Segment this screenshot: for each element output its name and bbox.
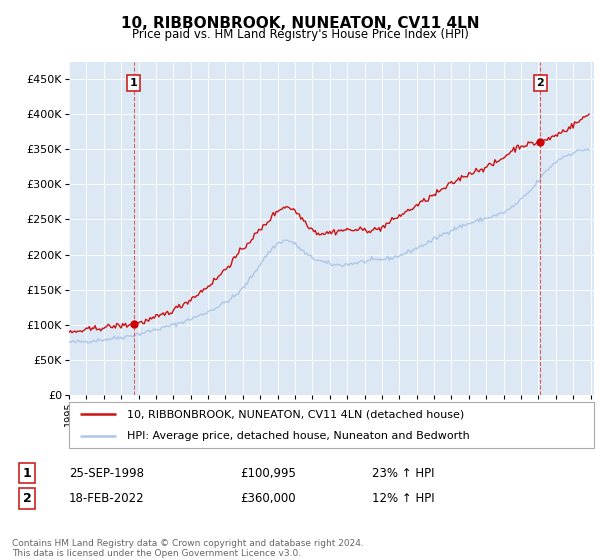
Text: £100,995: £100,995 bbox=[240, 466, 296, 480]
Text: 12% ↑ HPI: 12% ↑ HPI bbox=[372, 492, 434, 505]
Text: £360,000: £360,000 bbox=[240, 492, 296, 505]
Text: Price paid vs. HM Land Registry's House Price Index (HPI): Price paid vs. HM Land Registry's House … bbox=[131, 28, 469, 41]
Text: 1: 1 bbox=[130, 78, 138, 88]
Text: 10, RIBBONBROOK, NUNEATON, CV11 4LN (detached house): 10, RIBBONBROOK, NUNEATON, CV11 4LN (det… bbox=[127, 409, 464, 419]
Text: Contains HM Land Registry data © Crown copyright and database right 2024.: Contains HM Land Registry data © Crown c… bbox=[12, 539, 364, 548]
Text: 10, RIBBONBROOK, NUNEATON, CV11 4LN: 10, RIBBONBROOK, NUNEATON, CV11 4LN bbox=[121, 16, 479, 31]
Text: 25-SEP-1998: 25-SEP-1998 bbox=[69, 466, 144, 480]
Text: This data is licensed under the Open Government Licence v3.0.: This data is licensed under the Open Gov… bbox=[12, 549, 301, 558]
Text: 2: 2 bbox=[536, 78, 544, 88]
Text: HPI: Average price, detached house, Nuneaton and Bedworth: HPI: Average price, detached house, Nune… bbox=[127, 431, 470, 441]
Text: 2: 2 bbox=[23, 492, 31, 505]
Text: 23% ↑ HPI: 23% ↑ HPI bbox=[372, 466, 434, 480]
FancyBboxPatch shape bbox=[69, 402, 594, 448]
Text: 18-FEB-2022: 18-FEB-2022 bbox=[69, 492, 145, 505]
Text: 1: 1 bbox=[23, 466, 31, 480]
